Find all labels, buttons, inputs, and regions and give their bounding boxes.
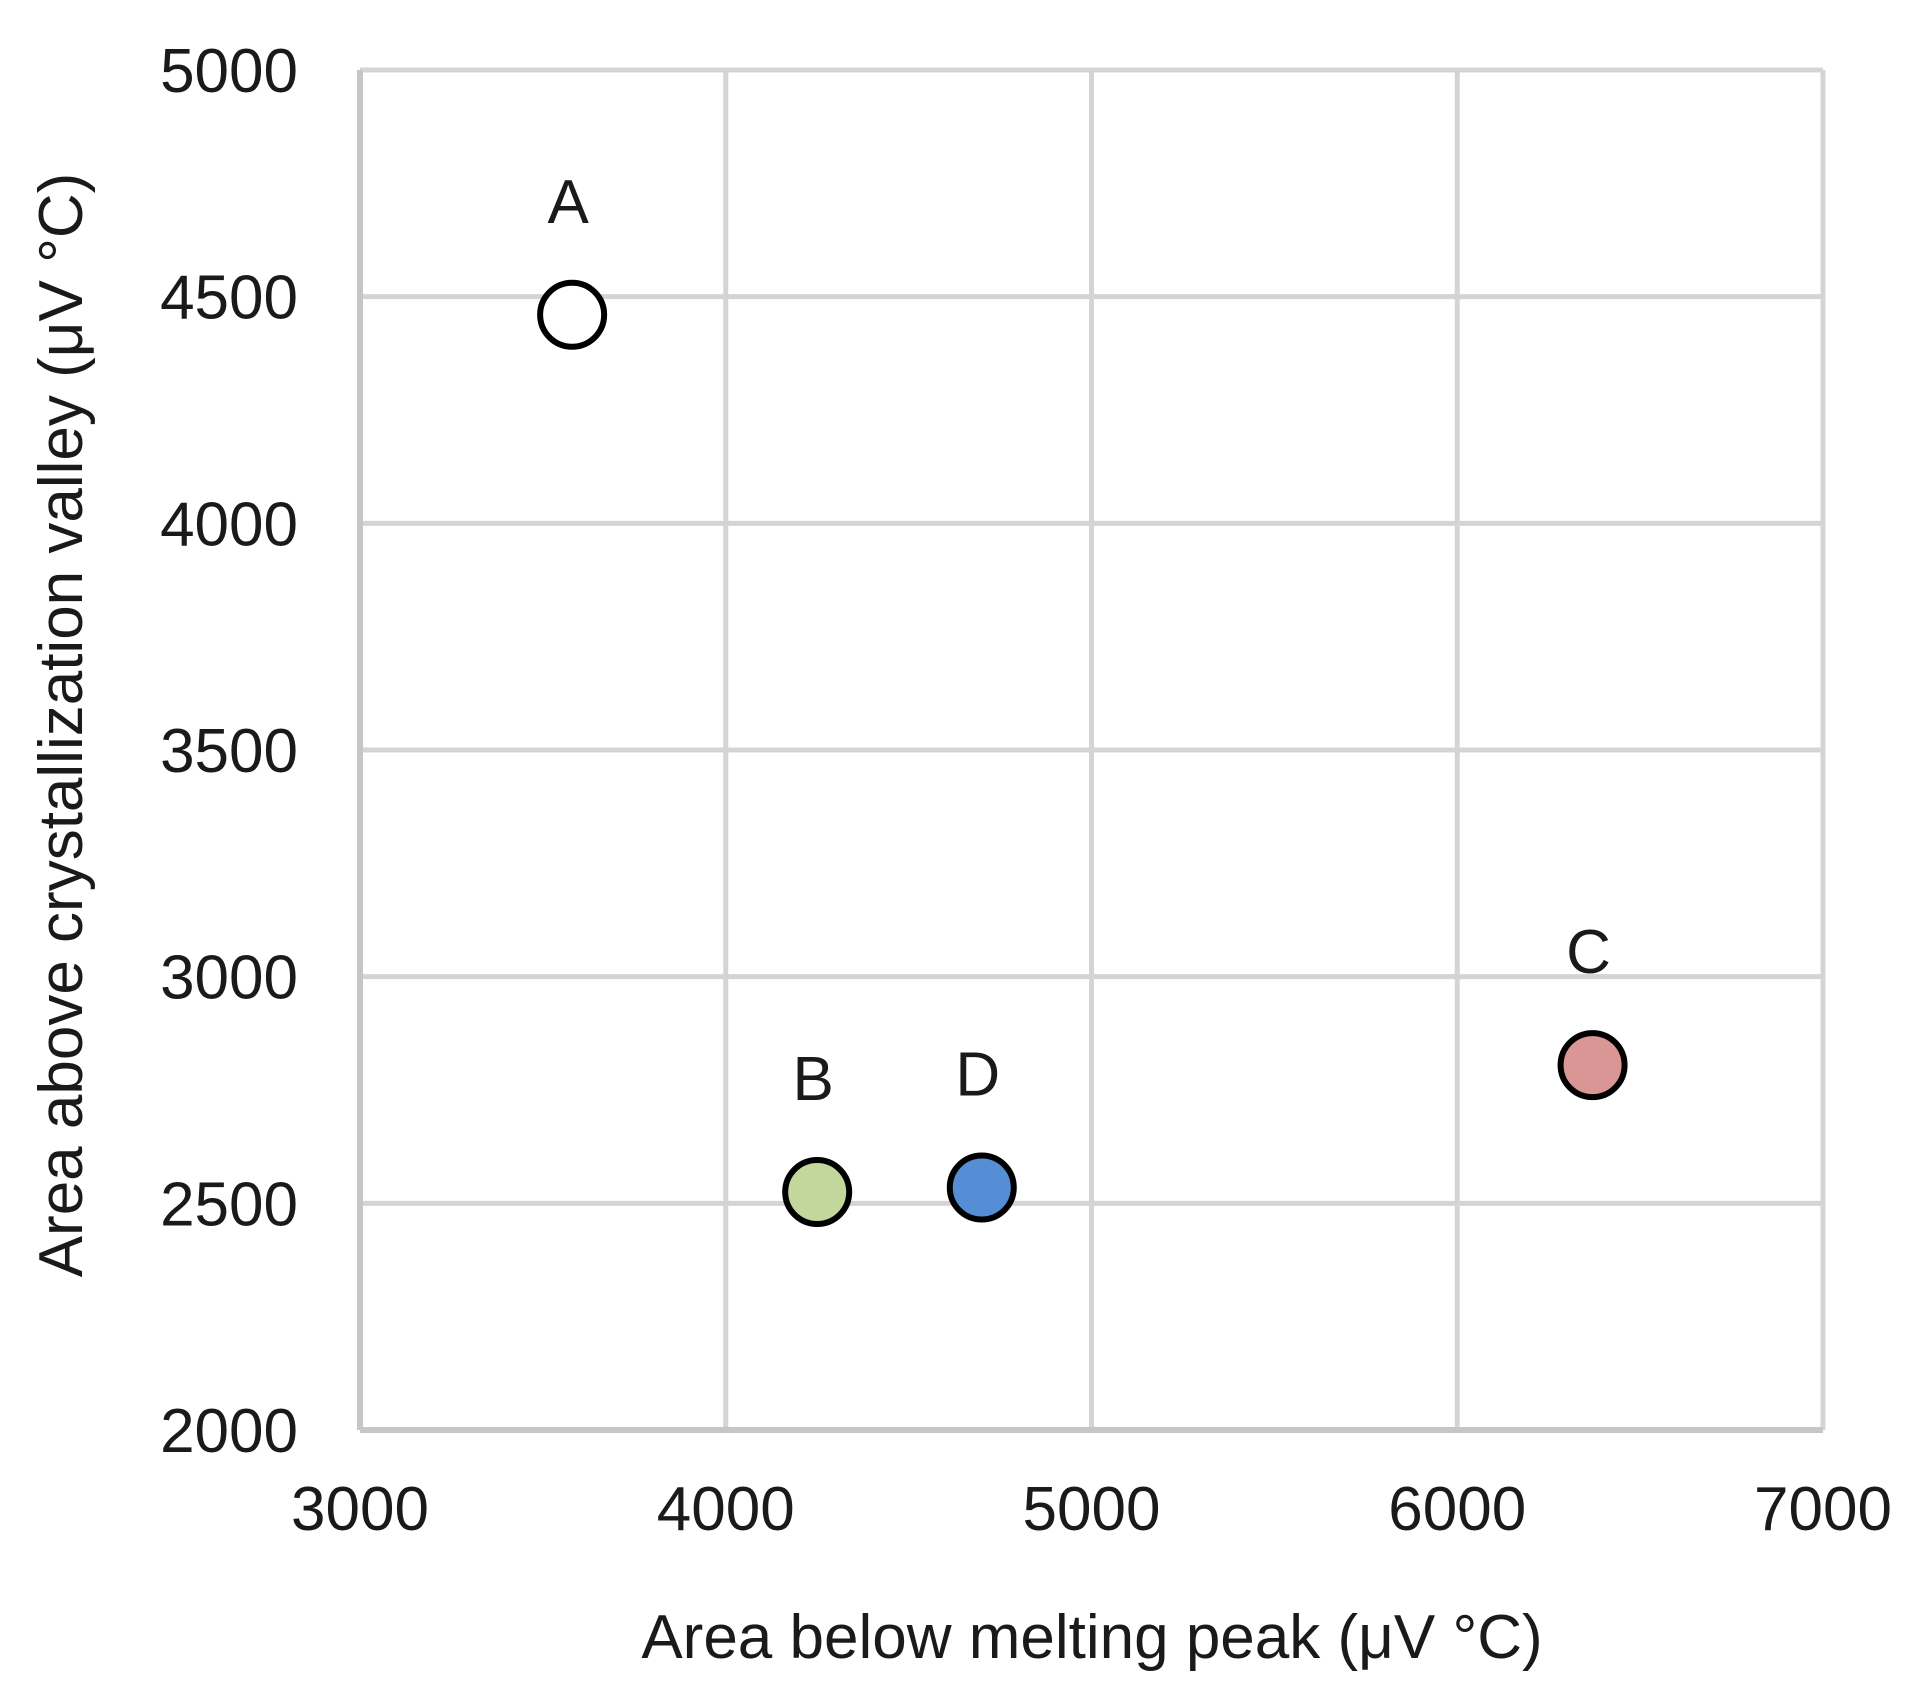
x-tick-label: 3000	[291, 1475, 429, 1544]
y-tick-label: 3500	[160, 717, 298, 786]
y-tick-label: 3000	[160, 944, 298, 1013]
point-d-marker	[946, 1152, 1017, 1223]
x-tick-label: 5000	[1023, 1475, 1161, 1544]
grid	[360, 67, 1826, 1430]
x-tick-label: 6000	[1388, 1475, 1526, 1544]
point-b-label: B	[793, 1045, 834, 1114]
y-tick-label: 4500	[160, 264, 298, 333]
point-a-marker	[537, 279, 608, 350]
x-axis-title: Area below melting peak (μV °C)	[641, 1603, 1542, 1672]
point-c-label: C	[1566, 918, 1611, 987]
y-tick-label: 5000	[160, 37, 298, 106]
point-a-label: A	[547, 168, 589, 237]
y-tick-label: 4000	[160, 490, 298, 559]
point-b-marker	[782, 1157, 853, 1227]
y-tick-label: 2000	[160, 1397, 298, 1466]
y-axis-title: Area above crystallization valley (μV °C…	[27, 173, 96, 1278]
y-tick-labels: 2000 2500 3000 3500 4000 4500 5000	[160, 37, 298, 1466]
point-c-marker	[1557, 1030, 1628, 1101]
y-tick-label: 2500	[160, 1170, 298, 1239]
x-tick-label: 4000	[657, 1475, 795, 1544]
point-d-label: D	[955, 1040, 1000, 1109]
axes	[357, 70, 1823, 1433]
x-tick-label: 7000	[1754, 1475, 1892, 1544]
data-points: A B D C	[537, 168, 1628, 1227]
x-tick-labels: 3000 4000 5000 6000 7000	[291, 1475, 1892, 1544]
